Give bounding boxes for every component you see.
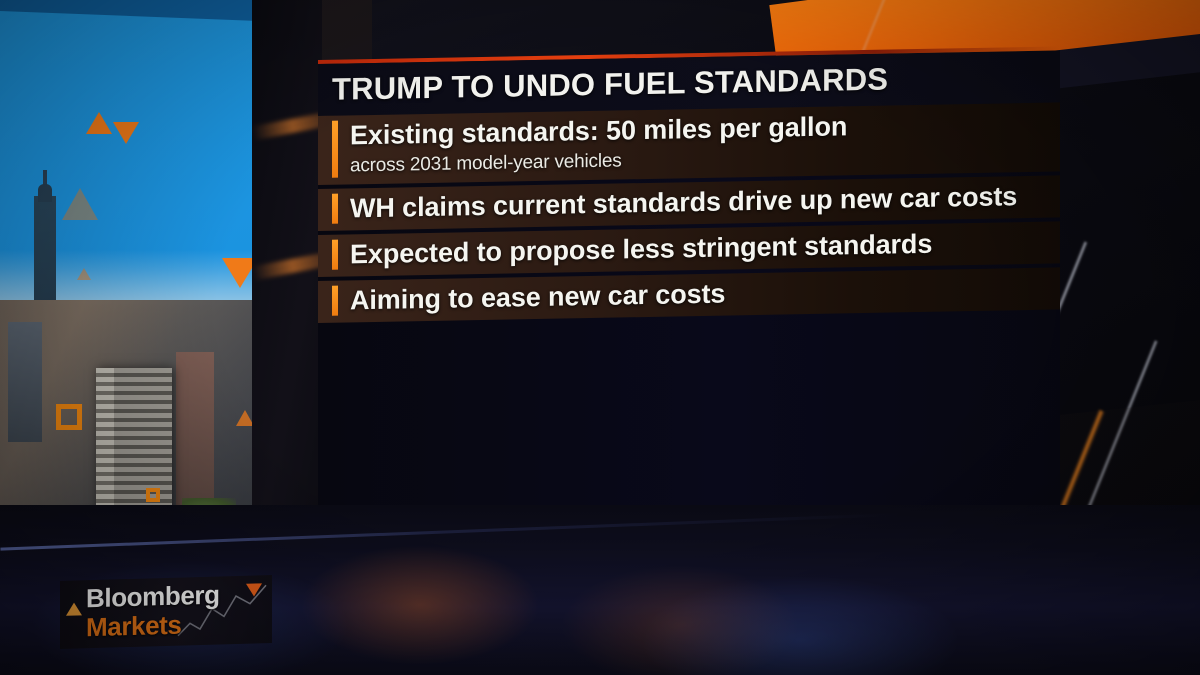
triangle-up-icon-small (77, 268, 91, 280)
list-item: Existing standards: 50 miles per gallon … (318, 102, 1060, 185)
bullet-marker (332, 193, 338, 224)
page-title: TRUMP TO UNDO FUEL STANDARDS (332, 61, 889, 107)
bullet-marker (332, 285, 338, 316)
skyline-building-left (8, 322, 42, 442)
triangle-down-icon-large (222, 258, 252, 288)
program-name: Markets (86, 609, 182, 643)
triangle-up-icon-bug (66, 602, 82, 616)
brand-name: Bloomberg (86, 579, 220, 614)
window-frame-top (0, 0, 252, 22)
bullet-text: Aiming to ease new car costs (350, 278, 726, 316)
bullet-marker (332, 120, 338, 178)
triangle-up-icon-city (236, 410, 252, 426)
square-outline-icon-2 (146, 488, 160, 502)
graphic-bullet-list: Existing standards: 50 miles per gallon … (318, 102, 1060, 540)
network-logo-text: Bloomberg Markets (86, 579, 220, 643)
graphic-bottom-space (318, 313, 1060, 367)
stock-chart-icon (177, 584, 267, 637)
floor-orange-reflection-1 (300, 545, 540, 665)
triangle-up-icon (86, 112, 112, 134)
bullet-text: WH claims current standards drive up new… (350, 181, 1018, 224)
news-graphic-panel: TRUMP TO UNDO FUEL STANDARDS Existing st… (318, 46, 1060, 540)
bullet-text: Expected to propose less stringent stand… (350, 228, 933, 270)
square-outline-icon-1 (56, 404, 82, 430)
floor-edge-highlight (0, 505, 1200, 551)
floor-blue-reflection (640, 575, 960, 675)
floor-orange-reflection-2 (560, 565, 800, 675)
triangle-down-icon-bug (246, 583, 262, 597)
triangle-down-icon (113, 122, 139, 144)
bullet-marker (332, 239, 338, 270)
triangle-up-icon-faint (62, 188, 98, 220)
network-logo-bug: Bloomberg Markets (60, 575, 272, 649)
